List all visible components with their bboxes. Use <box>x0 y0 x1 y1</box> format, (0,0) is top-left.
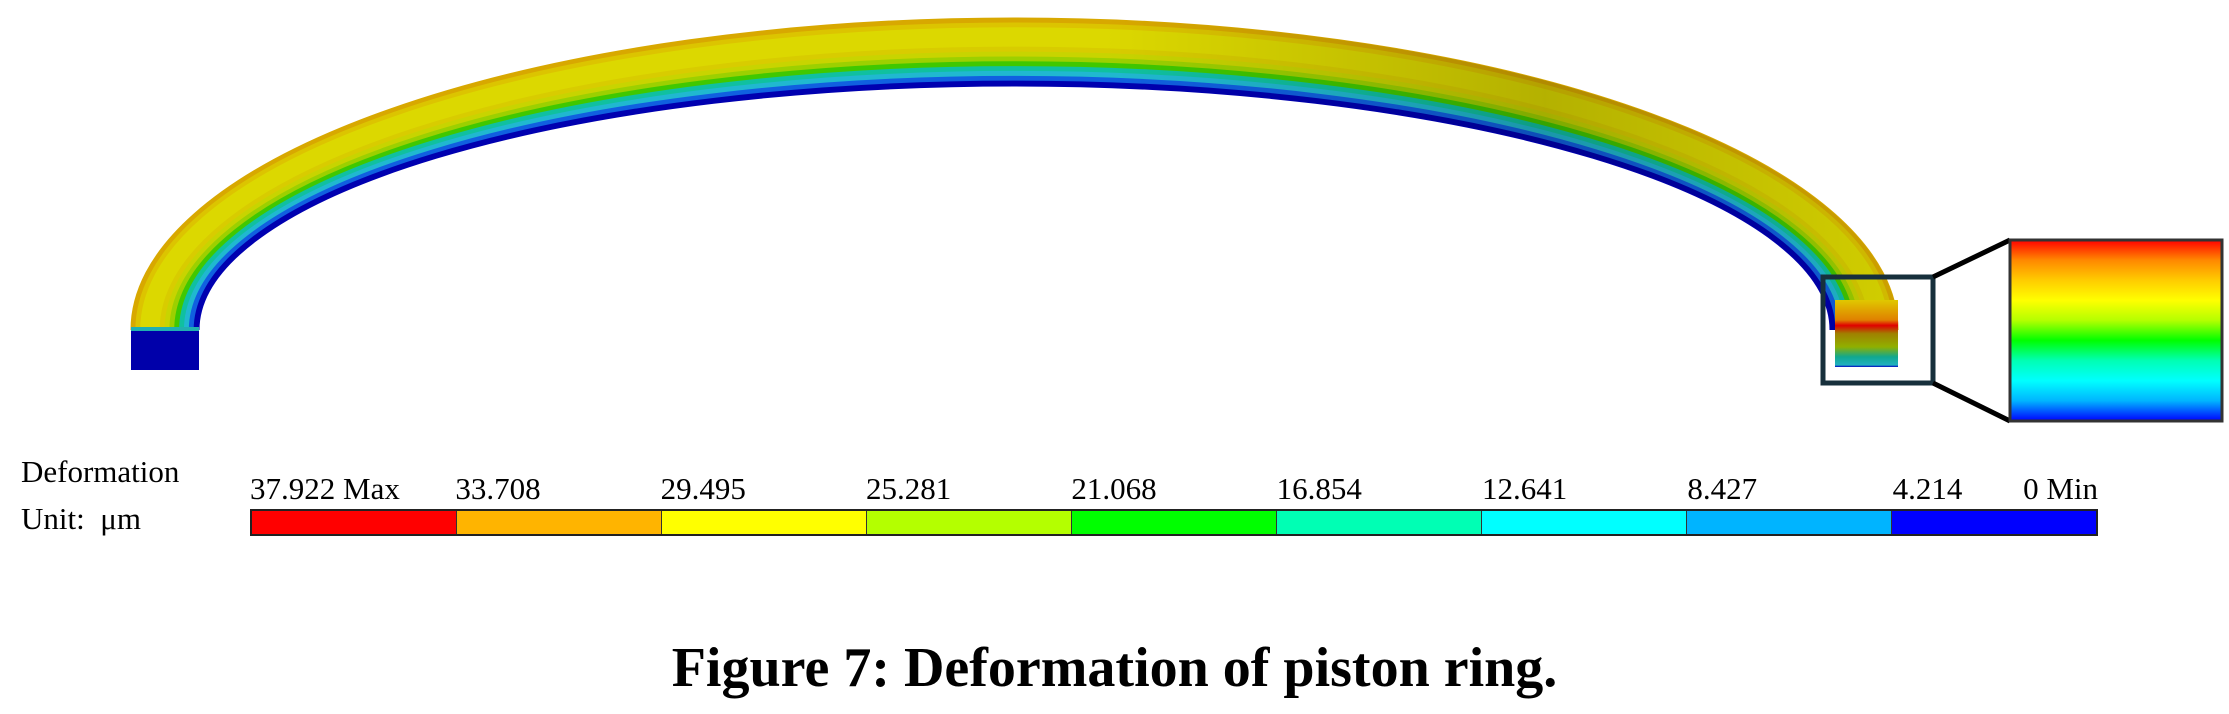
legend-swatch <box>252 511 457 534</box>
ring-contour-band <box>154 41 1875 331</box>
ring-right-end-section <box>1835 300 1898 367</box>
legend-label: 16.854 <box>1276 471 1362 506</box>
zoom-region-box <box>1820 274 1936 386</box>
legend-swatch <box>1277 511 1482 534</box>
legend-label: 8.427 <box>1687 471 1758 506</box>
legend-label: 37.922 Max <box>250 471 400 506</box>
legend-swatch <box>1482 511 1687 534</box>
ring-left-end-edge <box>131 327 199 331</box>
legend-title: Deformation <box>21 454 180 489</box>
ring-contour-band <box>159 46 1870 331</box>
zoom-connector-top <box>1931 237 2012 280</box>
ring-contour-band <box>164 51 1865 331</box>
legend-swatch <box>867 511 1072 534</box>
legend-unit: Unit: μm <box>21 501 141 536</box>
legend-swatch <box>1072 511 1277 534</box>
figure-caption: Figure 7: Deformation of piston ring. <box>671 637 1558 699</box>
piston-ring-figure <box>130 17 2224 424</box>
zoom-inset <box>2008 238 2224 423</box>
legend-label: 21.068 <box>1071 471 1157 506</box>
legend-swatch <box>1687 511 1892 534</box>
color-legend-bar <box>250 509 2098 536</box>
legend-label: 29.495 <box>660 471 746 506</box>
legend-swatch <box>1892 511 2096 534</box>
legend-label: 0 Min <box>2023 471 2098 506</box>
ring-left-end-section <box>131 330 199 370</box>
zoom-connector-bottom <box>1931 380 2012 424</box>
legend-swatch <box>457 511 662 534</box>
legend-label: 33.708 <box>455 471 541 506</box>
legend-label: 25.281 <box>866 471 952 506</box>
legend-label: 12.641 <box>1482 471 1568 506</box>
legend-swatch <box>662 511 867 534</box>
ring-shading <box>131 17 1898 330</box>
legend-label: 4.214 <box>1892 471 1963 506</box>
